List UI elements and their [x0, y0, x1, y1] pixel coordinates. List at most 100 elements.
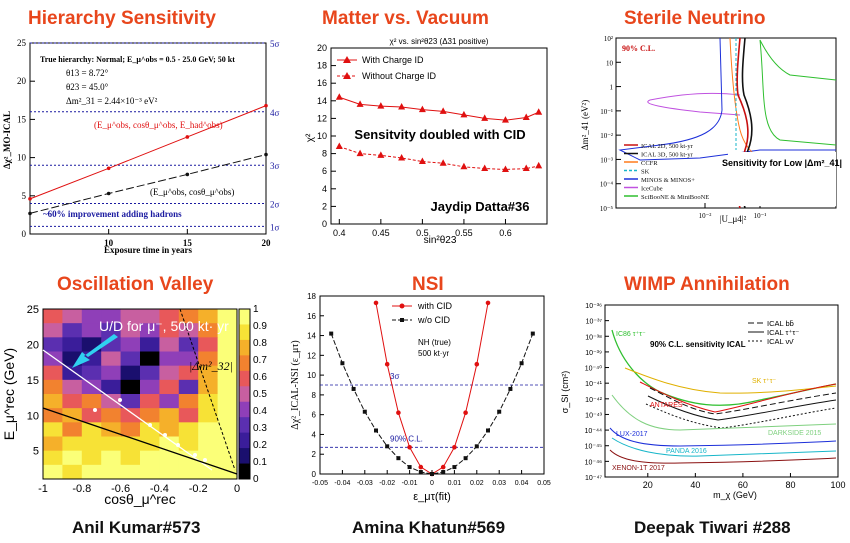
- matter-point: [335, 142, 343, 150]
- valley-line-dashed: [179, 308, 236, 471]
- sterile-xlabel: |U_μ4|²: [720, 214, 747, 224]
- title-nsi: NSI: [412, 274, 444, 295]
- matter-legend-nocid: Without Charge ID: [362, 71, 437, 81]
- valley-marker: [176, 443, 180, 447]
- valley-colorbar-label: 0.1: [253, 457, 267, 468]
- valley-cell: [101, 450, 122, 466]
- wimp-xtick-label: 60: [738, 480, 748, 490]
- valley-ytick-label: 20: [27, 339, 39, 351]
- nsi-xtick-label: -0.04: [334, 480, 350, 487]
- valley-cell: [43, 464, 63, 480]
- hierarchy-ytick-label: 5: [22, 191, 27, 201]
- valley-cell: [140, 323, 160, 338]
- wimp-ytick-label: 10⁻⁴⁵: [585, 444, 602, 451]
- nsi-point: [329, 331, 334, 336]
- sterile-legend-label: MINOS & MINOS+: [641, 177, 695, 184]
- valley-cell: [140, 464, 160, 480]
- valley-cell: [178, 379, 199, 395]
- valley-cell: [178, 408, 199, 423]
- valley-cell: [81, 379, 102, 395]
- nsi-point: [519, 361, 524, 366]
- hierarchy-sigma-label: 1σ: [270, 222, 280, 232]
- valley-cell: [43, 351, 63, 367]
- matter-point: [522, 164, 530, 172]
- matter-ytick-label: 10: [317, 131, 327, 141]
- matter-point: [439, 107, 447, 114]
- valley-marker: [118, 398, 122, 402]
- valley-cell: [101, 436, 122, 452]
- sterile-legend-label: CCFR: [641, 160, 658, 167]
- valley-colorbar-label: 0.4: [253, 406, 267, 417]
- valley-cell: [198, 379, 219, 395]
- valley-cell: [178, 436, 199, 452]
- valley-cell: [140, 408, 160, 423]
- valley-cell: [43, 323, 63, 338]
- matter-point: [460, 162, 468, 170]
- hierarchy-xtick-label: 20: [262, 238, 272, 248]
- valley-cell: [43, 365, 63, 381]
- matter-xtick-label: 0.6: [499, 228, 512, 238]
- valley-colorbar-label: 0: [253, 474, 259, 485]
- wimp-xtick-label: 20: [643, 480, 653, 490]
- valley-cell: [178, 394, 199, 409]
- sterile-legend-label: SK: [641, 169, 650, 176]
- valley-cell: [81, 394, 102, 409]
- nsi-legend-marker-nocid: [400, 318, 404, 322]
- matter-point: [535, 161, 543, 169]
- wimp-frame: [604, 304, 839, 478]
- nsi-xtick-label: -0.02: [379, 480, 395, 487]
- valley-ylabel: E_μ^rec (GeV): [1, 348, 17, 440]
- hierarchy-annot-3: θ23 = 45.0°: [66, 82, 109, 92]
- hierarchy-annot-1: True hierarchy: Normal; E_μ^obs = 0.5 - …: [40, 55, 235, 64]
- valley-marker: [148, 423, 152, 427]
- sterile-ylabel: Δm²_41 (eV²): [580, 100, 590, 150]
- valley-colorbar-cell: [239, 463, 250, 480]
- valley-colorbar-cell: [239, 309, 250, 325]
- wimp-curve-bb: [649, 387, 837, 415]
- wimp-curve-darkside: [611, 394, 837, 431]
- valley-colorbar-cell: [239, 339, 250, 356]
- wimp-ytick-label: 10⁻⁴⁴: [585, 428, 603, 435]
- valley-cell: [120, 337, 141, 352]
- valley-cell: [217, 379, 238, 395]
- matter-ytick-label: 12: [317, 113, 327, 123]
- matter-ytick-label: 20: [317, 43, 327, 53]
- wimp-ylabel: σ_SI (cm²): [560, 371, 570, 414]
- sterile-curve: [618, 37, 836, 161]
- wimp-curve-lux: [609, 427, 837, 447]
- valley-cell: [81, 436, 102, 452]
- nsi-ytick-label: 0: [312, 470, 317, 479]
- hierarchy-point: [264, 103, 268, 108]
- hierarchy-point: [185, 172, 190, 177]
- matter-xlabel: sin²θ23: [424, 235, 457, 246]
- valley-cell: [140, 394, 160, 409]
- wimp-xlabel: m_χ (GeV): [713, 490, 757, 500]
- sterile-xtick-label: 10⁻²: [699, 212, 712, 220]
- wimp-label-antares: ANTARES: [650, 402, 683, 409]
- wimp-curve-xenon: [609, 449, 837, 464]
- hierarchy-point: [106, 191, 111, 196]
- sterile-legend-label: IceCube: [641, 186, 663, 193]
- valley-marker: [93, 408, 97, 412]
- sterile-ytick-label: 10⁻²: [600, 132, 613, 140]
- nsi-annot-1: NH (true): [418, 338, 451, 347]
- valley-cell: [120, 464, 141, 480]
- valley-colorbar-cell: [239, 386, 250, 403]
- valley-cell: [159, 450, 180, 466]
- matter-point: [460, 110, 468, 118]
- matter-xtick-label: 0.45: [372, 228, 390, 238]
- valley-colorbar-cell: [239, 355, 250, 372]
- valley-cell: [198, 351, 219, 367]
- nsi-point: [418, 464, 424, 470]
- matter-ylabel: χ²: [305, 133, 316, 142]
- valley-cell: [81, 450, 102, 466]
- sterile-note: Sensitivity for Low |Δm²_41|: [722, 158, 842, 168]
- wimp-ytick-label: 10⁻³⁹: [585, 350, 602, 357]
- valley-cell: [178, 323, 199, 338]
- wimp-label-darkside: DARKSIDE 2015: [768, 430, 821, 437]
- valley-cell: [120, 408, 141, 423]
- wimp-ytick-label: 10⁻³⁶: [585, 303, 602, 310]
- nsi-xtick-label: 0.05: [537, 480, 551, 487]
- valley-xlabel: cosθ_μ^rec: [104, 491, 175, 507]
